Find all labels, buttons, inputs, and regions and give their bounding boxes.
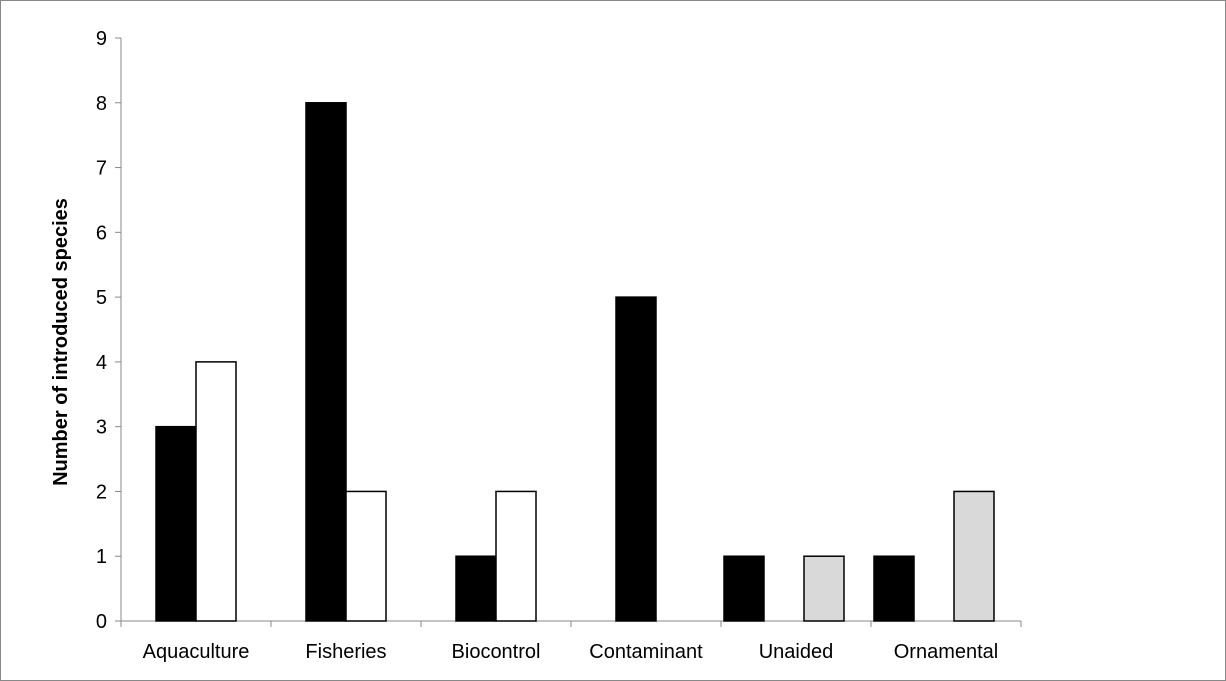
x-tick-label: Unaided	[759, 641, 834, 663]
bar	[495, 490, 537, 622]
bar	[953, 490, 995, 622]
labels: 0 1 2 3 4 5 6 7 8 9 Aquaculture Fisheries Biocontrol…	[96, 28, 998, 663]
y-tick-label: 4	[96, 352, 107, 374]
bars	[155, 102, 995, 622]
x-tick-label: Ornamental	[894, 641, 999, 663]
bar	[195, 361, 237, 622]
bar	[803, 555, 845, 622]
y-tick-label: 7	[96, 158, 107, 180]
y-tick-label: 3	[96, 417, 107, 439]
bar	[615, 296, 657, 622]
y-axis-title: Number of introduced species	[50, 198, 72, 486]
x-tick-label: Fisheries	[305, 641, 386, 663]
bar	[455, 555, 497, 622]
y-tick-label: 2	[96, 481, 107, 503]
x-tick-label: Biocontrol	[452, 641, 541, 663]
bar	[345, 490, 387, 622]
y-tick-label: 9	[96, 28, 107, 50]
bar	[155, 425, 197, 622]
x-tick-label: Aquaculture	[143, 641, 250, 663]
bar	[305, 102, 347, 622]
bar	[873, 555, 915, 622]
y-tick-label: 6	[96, 222, 107, 244]
x-tick-label: Contaminant	[589, 641, 703, 663]
y-tick-label: 0	[96, 611, 107, 633]
axes	[115, 37, 1022, 627]
y-tick-label: 5	[96, 287, 107, 309]
y-tick-label: 8	[96, 93, 107, 115]
bar	[723, 555, 765, 622]
y-tick-label: 1	[96, 546, 107, 568]
